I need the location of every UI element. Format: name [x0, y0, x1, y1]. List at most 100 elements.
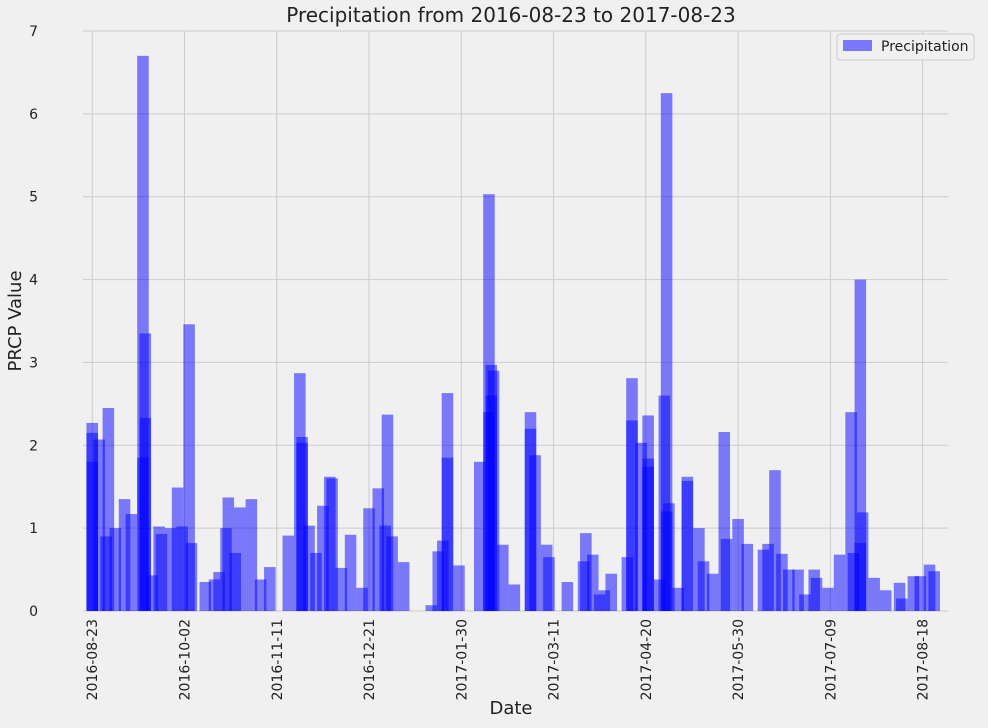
precipitation-bar	[317, 505, 329, 611]
x-tick-labels: 2016-08-23 2016-10-02 2016-11-11 2016-12-21…	[85, 619, 931, 700]
x-tick-label: 2017-03-11	[547, 619, 563, 700]
precipitation-bar	[914, 576, 927, 611]
bars	[86, 55, 940, 612]
x-tick-label: 2017-05-30	[731, 619, 747, 700]
x-tick-label: 2017-08-18	[916, 619, 932, 700]
precipitation-bar	[363, 508, 375, 611]
precipitation-bar	[697, 561, 710, 611]
precipitation-bar	[598, 590, 611, 611]
precipitation-bar	[879, 590, 892, 611]
precipitation-bar	[681, 480, 694, 611]
precipitation-bar	[397, 562, 410, 611]
precipitation-bar	[543, 557, 555, 611]
precipitation-bar	[155, 533, 168, 611]
precipitation-bar	[672, 587, 684, 611]
legend: Precipitation	[836, 33, 975, 61]
precipitation-bar	[86, 432, 98, 611]
precipitation-bar	[792, 569, 804, 611]
precipitation-bar	[741, 543, 754, 611]
precipitation-bar	[508, 584, 521, 611]
precipitation-bar	[642, 466, 654, 611]
precipitation-bar	[660, 93, 673, 611]
precipitation-bar	[663, 503, 675, 611]
x-tick-label: 2016-08-23	[85, 619, 101, 700]
precipitation-bar	[635, 442, 647, 611]
precipitation-bar	[139, 417, 152, 611]
precipitation-bar	[303, 525, 315, 611]
x-axis-label: Date	[489, 698, 532, 719]
precipitation-bar	[529, 455, 541, 611]
precipitation-bar	[732, 519, 744, 611]
precipitation-bar	[164, 528, 177, 611]
precipitation-bar	[356, 587, 368, 611]
legend-label: Precipitation	[881, 39, 969, 55]
precipitation-bar	[769, 470, 781, 611]
precipitation-bar	[381, 414, 394, 611]
precipitation-bar	[125, 514, 138, 611]
precipitation-bar	[146, 575, 158, 611]
precipitation-bar	[176, 526, 188, 611]
precipitation-bar	[810, 577, 823, 611]
precipitation-bar	[497, 544, 509, 611]
precipitation-bar	[222, 497, 235, 611]
y-tick-label: 7	[29, 24, 38, 40]
precipitation-bar	[185, 543, 198, 611]
precipitation-bar	[213, 572, 225, 611]
y-axis-label: PRCP Value	[5, 270, 26, 371]
precipitation-bar	[833, 554, 846, 611]
grid	[83, 30, 948, 612]
precipitation-bar	[762, 543, 774, 611]
precipitation-bar	[868, 577, 880, 611]
precipitation-bar	[453, 565, 465, 611]
precipitation-bar	[425, 605, 438, 611]
x-tick-label: 2016-10-02	[177, 619, 193, 700]
precipitation-bar	[109, 528, 122, 611]
precipitation-bar	[326, 478, 338, 611]
precipitation-bar	[847, 553, 860, 611]
precipitation-bar	[580, 533, 592, 611]
precipitation-bar	[386, 536, 398, 611]
precipitation-bar	[264, 567, 276, 611]
precipitation-bar	[487, 370, 500, 611]
precipitation-bar	[718, 432, 731, 611]
precipitation-bar	[928, 571, 940, 611]
precipitation-bar	[199, 582, 212, 611]
precipitation-bar	[335, 567, 348, 611]
precipitation-bar	[372, 488, 385, 611]
precipitation-bar	[845, 412, 857, 611]
precipitation-bar	[587, 554, 599, 611]
legend-swatch	[843, 40, 872, 51]
precipitation-bar	[720, 538, 733, 611]
precipitation-bar	[706, 573, 719, 611]
precipitation-bar	[245, 499, 258, 611]
y-tick-label: 6	[29, 107, 38, 123]
x-tick-label: 2016-12-21	[362, 619, 378, 700]
y-tick-label: 5	[29, 190, 38, 206]
y-tick-label: 2	[29, 438, 38, 454]
precipitation-bar	[856, 512, 869, 611]
precipitation-bar	[893, 582, 906, 611]
precipitation-bar	[296, 442, 308, 611]
precipitation-bar	[783, 569, 795, 611]
precipitation-bar	[776, 553, 788, 611]
y-tick-label: 3	[29, 355, 38, 371]
precipitation-bar	[473, 461, 486, 611]
precipitation-bar	[310, 553, 322, 611]
y-tick-labels: 0 1 2 3 4 5 6 7	[29, 24, 38, 620]
precipitation-bar	[234, 507, 246, 611]
y-tick-label: 4	[29, 273, 38, 289]
precipitation-bar	[907, 576, 920, 611]
precipitation-bar	[822, 587, 834, 611]
precipitation-bar	[102, 408, 115, 611]
precipitation-bar	[799, 594, 811, 611]
precipitation-bar	[896, 598, 908, 611]
chart-title: Precipitation from 2016-08-23 to 2017-08…	[286, 3, 736, 27]
x-tick-label: 2017-07-09	[823, 619, 839, 700]
precipitation-bar	[605, 573, 617, 611]
precipitation-bar	[254, 579, 267, 611]
precipitation-bar	[626, 420, 638, 611]
precipitation-bar	[441, 457, 454, 611]
x-tick-label: 2017-01-30	[454, 619, 470, 700]
precipitation-bar	[118, 499, 131, 611]
